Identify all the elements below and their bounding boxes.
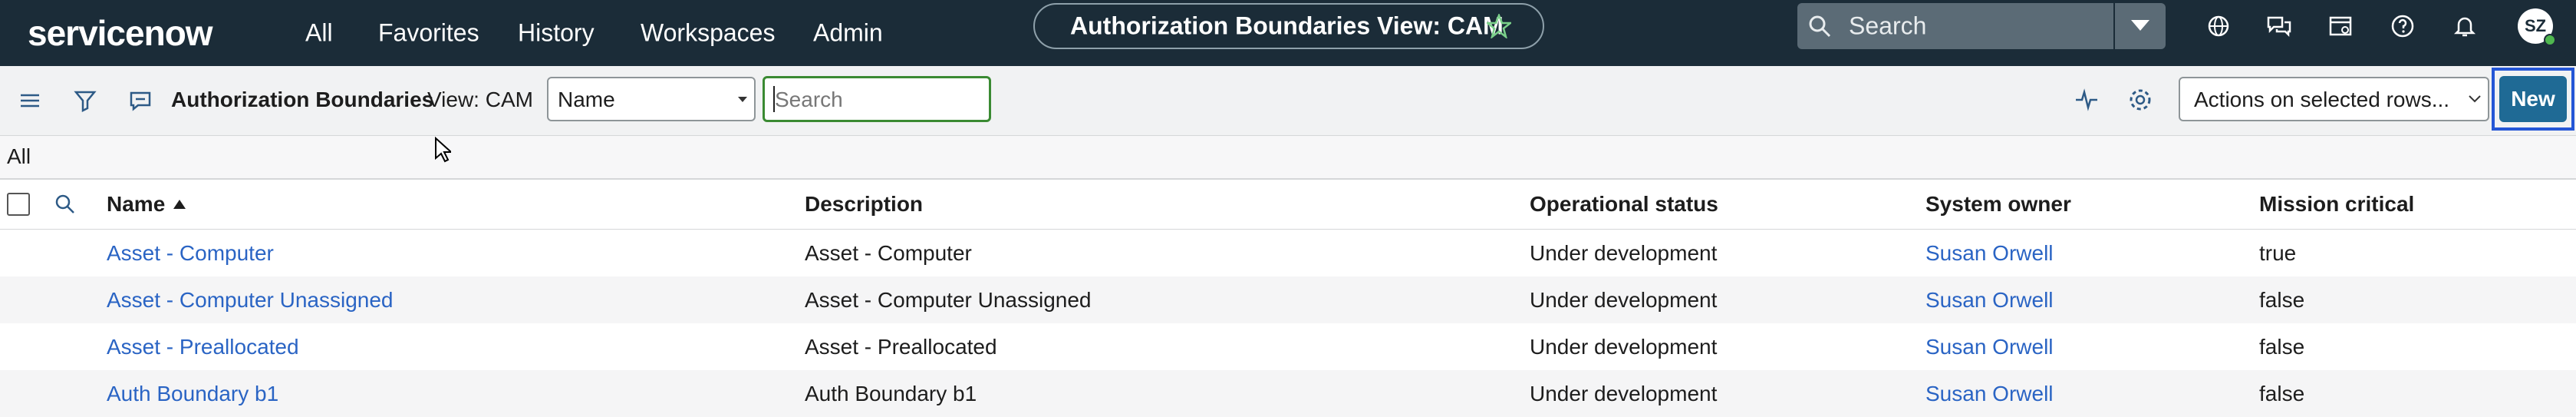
nav-item[interactable]: Admin [813,18,883,47]
sort-ascending-icon [173,200,186,209]
field-select-value: Name [558,88,615,111]
global-search-placeholder: Search [1849,12,1927,40]
cursor [773,86,775,112]
global-search[interactable] [1797,3,2113,49]
cell: Asset - Preallocated [805,334,997,359]
context-pill[interactable] [1033,3,1544,49]
table-row: Asset - Computer Unassigned Asset - Compu… [0,276,2576,323]
menu-icon[interactable] [18,89,41,112]
column-header[interactable]: System owner [1925,192,2071,216]
list-title: Authorization Boundaries [171,88,434,111]
table-header: Name Description Operational status System … [0,180,2576,230]
cell-link[interactable]: Asset - Computer [107,240,274,265]
cell: Auth Boundary b1 [805,381,977,405]
cell: Under development [1530,240,1718,265]
column-header[interactable]: Operational status [1530,192,1718,216]
cell: Under development [1530,287,1718,312]
table-row: Asset - Preallocated Asset - Preallocated… [0,323,2576,370]
new-button[interactable]: New [2499,76,2567,122]
help-icon[interactable] [2390,14,2415,38]
cell: Asset - Computer Unassigned [805,287,1092,312]
table-row: Auth Boundary b1 Auth Boundary b1 Under de… [0,370,2576,417]
context-title: Authorization Boundaries View: CAM [1070,12,1504,40]
favorite-star[interactable] [1487,14,1511,38]
list-toolbar: Authorization Boundaries View: CAM Name … [0,66,2576,136]
cell: Under development [1530,381,1718,405]
cell-link[interactable]: Susan Orwell [1925,287,2054,312]
cell: Asset - Computer [805,240,972,265]
column-header[interactable]: Mission critical [2259,192,2415,216]
search-icon [1809,15,1831,38]
column-header[interactable]: Name [107,192,166,216]
select-all-checkbox[interactable] [7,193,30,216]
presence-dot [2544,34,2556,46]
cell-link[interactable]: Susan Orwell [1925,334,2054,359]
cell-link[interactable]: Asset - Preallocated [107,334,299,359]
chat-icon[interactable] [2266,14,2292,38]
logo[interactable]: servicenow [28,13,213,53]
cell-link[interactable]: Susan Orwell [1925,381,2054,405]
caret [738,97,747,102]
globe-icon[interactable] [2206,14,2231,38]
breadcrumb-bar: All [0,136,2576,180]
nav-item[interactable]: History [518,18,595,47]
mouse-pointer [435,137,451,163]
activity-icon[interactable] [129,89,152,112]
studio-icon[interactable] [2328,14,2353,38]
cell-link[interactable]: Auth Boundary b1 [107,381,279,405]
column-search-icon[interactable] [54,193,77,216]
caret [2131,20,2149,31]
breadcrumb[interactable]: All [7,144,31,168]
notifications-icon[interactable] [2452,14,2477,38]
list-search-placeholder: Search [775,88,843,111]
list-search[interactable] [763,76,991,122]
cell: false [2259,381,2305,405]
filter-icon[interactable] [74,89,97,112]
nav-item[interactable]: Workspaces [641,18,776,47]
caret [2469,95,2481,103]
spark-icon[interactable] [2074,88,2099,112]
table-row: Asset - Computer Asset - Computer Under de… [0,230,2576,276]
cell-link[interactable]: Susan Orwell [1925,240,2054,265]
nav-item[interactable]: All [305,18,333,47]
top-nav: servicenow All Favorites History Workspaces… [0,0,2576,66]
cell: false [2259,334,2305,359]
actions-select-value: Actions on selected rows... [2194,88,2450,111]
actions-select[interactable] [2179,77,2489,121]
cell: false [2259,287,2305,312]
nav-item[interactable]: Favorites [378,18,479,47]
list-view: View: CAM [427,88,533,111]
cell: true [2259,240,2297,265]
cell: Under development [1530,334,1718,359]
settings-icon[interactable] [2128,88,2153,112]
cell-link[interactable]: Asset - Computer Unassigned [107,287,394,312]
field-select[interactable] [547,77,756,121]
column-header[interactable]: Description [805,192,924,216]
focus-highlight [2492,68,2574,131]
